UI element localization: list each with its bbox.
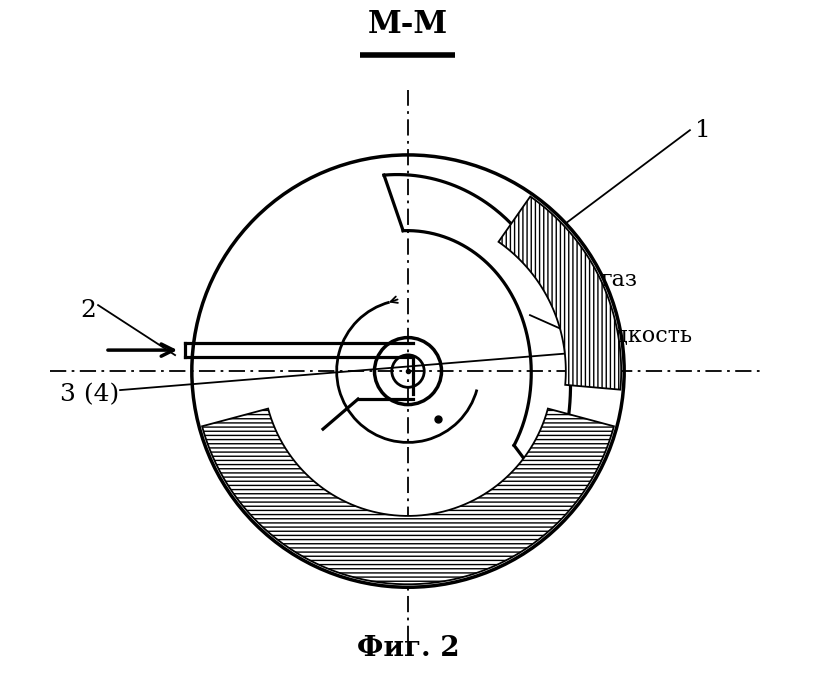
Text: М-М: М-М [368, 9, 448, 40]
Text: газ: газ [600, 269, 637, 291]
Text: 3 (4): 3 (4) [60, 384, 119, 407]
Polygon shape [202, 409, 614, 584]
Text: 2: 2 [80, 299, 96, 321]
Text: 1: 1 [695, 119, 711, 141]
Text: Фиг. 2: Фиг. 2 [357, 634, 459, 662]
Text: жидкость: жидкость [580, 324, 693, 346]
Polygon shape [499, 197, 621, 390]
